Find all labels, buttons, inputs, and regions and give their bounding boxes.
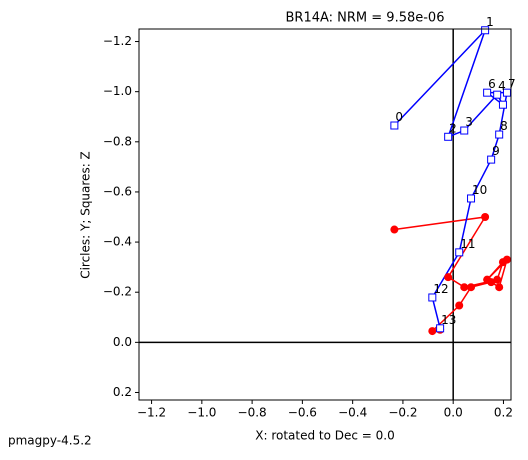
point-label: 4: [498, 79, 506, 93]
x-tick-label: −1.2: [137, 406, 166, 420]
point: [455, 301, 464, 310]
point: [444, 132, 453, 141]
chart-title: BR14A: NRM = 9.58e-06: [286, 11, 445, 26]
point: [428, 293, 437, 302]
x-tick-label: −0.4: [338, 406, 367, 420]
point: [444, 273, 453, 282]
x-tick-label: 0.0: [444, 406, 463, 420]
point: [460, 283, 469, 292]
point: [467, 194, 476, 203]
point: [487, 278, 496, 287]
point: [493, 275, 502, 284]
point: [436, 324, 445, 333]
point: [502, 88, 511, 97]
point: [390, 225, 399, 234]
point: [483, 88, 492, 97]
point-label: 6: [488, 77, 496, 91]
x-tick-label: −1.0: [187, 406, 216, 420]
footer: pmagpy-4.5.2: [8, 434, 92, 448]
point-label: 2: [449, 121, 457, 135]
x-tick-label: −0.2: [388, 406, 417, 420]
y-tick-label: −0.4: [103, 235, 132, 249]
point-label: 10: [472, 183, 487, 197]
point: [493, 90, 502, 99]
y-tick-label: −1.2: [103, 34, 132, 48]
y-tick-label: −0.2: [103, 285, 132, 299]
y-tick-label: 0.2: [113, 385, 132, 399]
point: [487, 155, 496, 164]
x-tick-label: −0.6: [288, 406, 317, 420]
point: [502, 255, 511, 264]
point: [495, 130, 504, 139]
point-label: 0: [395, 110, 403, 124]
y-tick-label: 0.0: [113, 335, 132, 349]
point-label: 13: [441, 313, 456, 327]
point-label: 7: [508, 77, 516, 91]
x-tick-label: −0.8: [238, 406, 267, 420]
point: [498, 100, 507, 109]
point: [467, 283, 476, 292]
point-label: 11: [460, 237, 475, 251]
point: [481, 213, 490, 222]
x-tick-label: 0.2: [494, 406, 513, 420]
y-axis-label: Circles: Y; Squares: Z: [79, 151, 93, 279]
x-axis-label: X: rotated to Dec = 0.0: [255, 429, 395, 443]
point: [428, 327, 437, 336]
y-tick-label: −0.8: [103, 134, 132, 148]
y-tick-label: −1.0: [103, 84, 132, 98]
point: [481, 26, 490, 35]
point-label: 8: [500, 119, 508, 133]
point: [455, 248, 464, 257]
point-label: 3: [465, 115, 473, 129]
point-label: 1: [486, 15, 494, 29]
point-label: 9: [492, 144, 500, 158]
y-tick-label: −0.6: [103, 184, 132, 198]
point: [390, 121, 399, 130]
point: [460, 126, 469, 135]
point: [495, 283, 504, 292]
point-label: 12: [433, 282, 448, 296]
axes-frame: [138, 28, 512, 401]
